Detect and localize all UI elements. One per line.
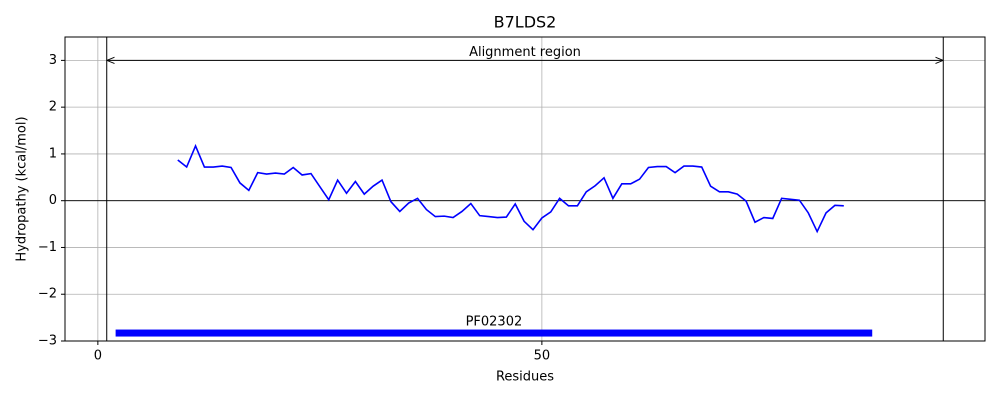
y-tick-label: 2	[49, 100, 57, 115]
domain-bar	[115, 329, 873, 337]
region-label: Alignment region	[469, 45, 581, 60]
plot-frame	[64, 36, 986, 342]
y-tick-label: 0	[49, 193, 57, 208]
y-axis-label: Hydropathy (kcal/mol)	[15, 116, 30, 261]
x-tick-label: 0	[94, 349, 102, 364]
chart-title: B7LDS2	[494, 13, 557, 32]
y-tick-label: −2	[38, 287, 57, 302]
domain-label: PF02302	[466, 315, 523, 330]
y-tick-label: 1	[49, 146, 57, 161]
y-tick-label: 3	[49, 53, 57, 68]
x-tick-label: 50	[534, 349, 551, 364]
hydropathy-line	[177, 143, 844, 234]
x-axis-label: Residues	[496, 370, 554, 385]
y-tick-label: −1	[38, 240, 57, 255]
y-tick-label: −3	[38, 334, 57, 349]
